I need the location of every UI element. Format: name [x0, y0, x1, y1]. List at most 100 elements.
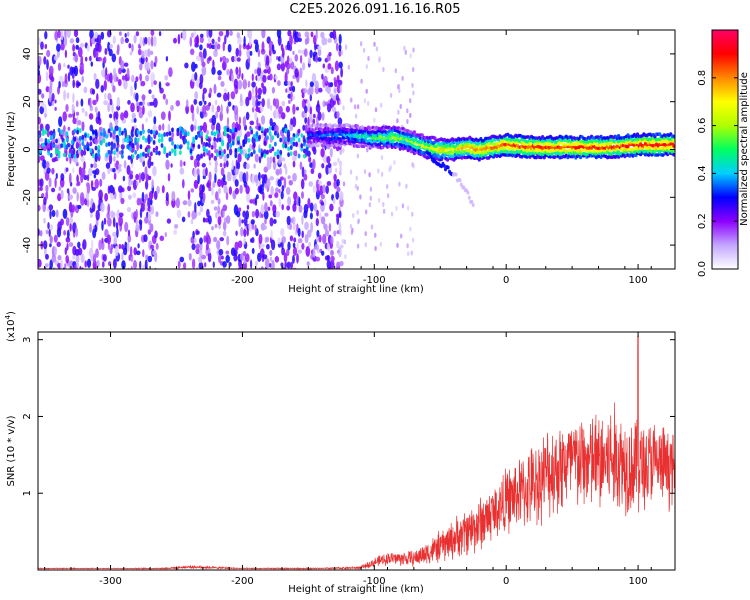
heatmap-cell — [101, 261, 105, 268]
heatmap-cell — [167, 173, 171, 182]
heatmap-cell — [397, 84, 401, 89]
heatmap-cell — [118, 131, 122, 137]
heatmap-cell — [196, 168, 200, 176]
heatmap-cell — [80, 55, 84, 66]
heatmap-cell — [297, 137, 301, 143]
heatmap-cell — [297, 49, 302, 54]
heatmap-cell — [123, 128, 127, 134]
heatmap-cell — [329, 203, 334, 212]
heatmap-cell — [139, 130, 143, 136]
heatmap-cell — [113, 67, 117, 76]
heatmap-cell — [210, 199, 215, 204]
heatmap-cell — [398, 181, 401, 187]
heatmap-cell — [258, 172, 261, 181]
heatmap-cell — [342, 147, 345, 153]
heatmap-cell — [202, 152, 206, 157]
heatmap-cell — [292, 155, 297, 162]
heatmap-cell — [104, 228, 109, 238]
heatmap-cell — [352, 213, 355, 218]
heatmap-cell — [136, 141, 139, 151]
heatmap-cell — [202, 217, 206, 223]
heatmap-cell — [359, 41, 363, 47]
heatmap-cell — [51, 209, 56, 218]
snr-frame — [37, 331, 676, 571]
heatmap-cell — [82, 239, 87, 250]
heatmap-cell — [248, 221, 253, 232]
heatmap-cell — [142, 105, 145, 115]
heatmap-cell — [121, 252, 124, 262]
heatmap-cell — [72, 167, 75, 174]
heatmap-cell — [217, 205, 221, 215]
heatmap-cell — [380, 171, 384, 177]
heatmap-cell — [109, 72, 113, 84]
heatmap-cell — [292, 246, 298, 256]
heatmap-cell — [442, 163, 446, 168]
heatmap-cell — [55, 138, 58, 144]
heatmap-cell — [333, 230, 337, 237]
heatmap-cell — [309, 111, 313, 122]
heatmap-cell — [380, 155, 384, 161]
heatmap-cell — [341, 238, 344, 244]
heatmap-cell — [54, 144, 59, 150]
heatmap-cell — [168, 67, 173, 78]
heatmap-cell — [320, 193, 326, 200]
heatmap-cell — [223, 92, 228, 102]
heatmap-cell — [62, 111, 67, 122]
heatmap-cell — [374, 232, 377, 238]
heatmap-cell — [278, 188, 281, 194]
heatmap-cell — [308, 85, 314, 96]
heatmap-cell — [42, 159, 47, 169]
heatmap-cell — [197, 144, 201, 150]
heatmap-cell — [333, 79, 338, 88]
heatmap-cell — [333, 77, 337, 82]
heatmap-cell — [299, 54, 303, 64]
heatmap-cell — [107, 141, 111, 147]
heatmap-cell — [365, 64, 368, 70]
heatmap-cell — [335, 191, 340, 200]
heatmap-cell — [96, 259, 100, 268]
heatmap-cell — [289, 86, 293, 92]
heatmap-cell — [195, 248, 200, 255]
heatmap-cell — [137, 243, 140, 249]
colorbar-tick-label: 0.2 — [697, 213, 708, 229]
heatmap-cell — [95, 78, 100, 90]
heatmap-cell — [338, 206, 341, 212]
heatmap-cell — [107, 41, 111, 52]
heatmap-cell — [292, 267, 297, 269]
heatmap-cell — [160, 133, 164, 139]
heatmap-cell — [271, 125, 275, 131]
heatmap-cell — [317, 180, 323, 185]
heatmap-cell — [188, 252, 192, 261]
heatmap-cell — [323, 223, 328, 231]
heatmap-cell — [43, 217, 46, 224]
heatmap-cell — [126, 206, 132, 213]
heatmap-cell — [121, 130, 124, 136]
heatmap-cell — [127, 100, 131, 105]
heatmap-cell — [135, 173, 140, 181]
heatmap-cell — [91, 239, 94, 249]
heatmap-cell — [339, 99, 342, 105]
heatmap-cell — [253, 163, 256, 169]
heatmap-cell — [218, 150, 222, 156]
heatmap-cell — [303, 141, 306, 147]
heatmap-cell — [67, 64, 70, 69]
heatmap-cell — [161, 185, 165, 194]
heatmap-cell — [321, 143, 325, 148]
heatmap-cell — [57, 30, 62, 39]
heatmap-cell — [266, 135, 269, 141]
heatmap-cell — [165, 82, 170, 87]
heatmap-cell — [213, 49, 218, 58]
heatmap-cell — [242, 172, 247, 184]
heatmap-cell — [119, 31, 122, 36]
heatmap-cell — [217, 75, 222, 81]
heatmap-cell — [329, 147, 333, 158]
heatmap-cell — [171, 198, 176, 208]
heatmap-cell — [302, 124, 306, 131]
heatmap-cell — [72, 74, 75, 79]
heatmap-cell — [205, 242, 209, 251]
heatmap-cell — [183, 161, 186, 166]
heatmap-cell — [49, 135, 53, 141]
heatmap-cell — [48, 91, 52, 103]
heatmap-cell — [251, 210, 256, 218]
heatmap-cell — [254, 42, 259, 53]
